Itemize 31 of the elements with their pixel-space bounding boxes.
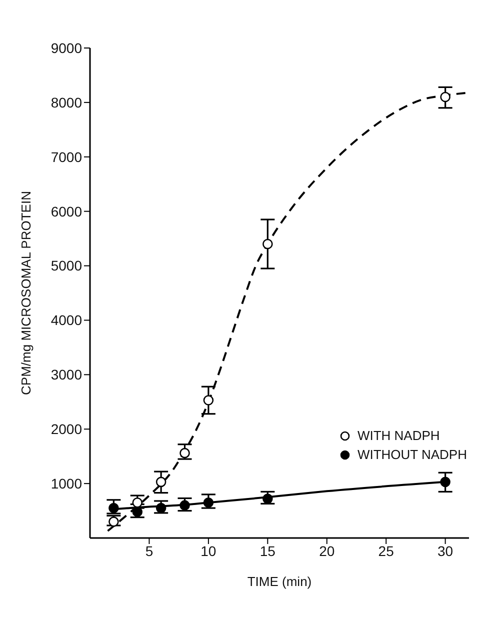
point — [108, 502, 119, 514]
point — [262, 238, 273, 250]
y-tick-label: 6000 — [50, 203, 82, 220]
y-tick-label: 7000 — [50, 148, 82, 165]
y-tick-label: 4000 — [50, 312, 82, 328]
point — [180, 448, 190, 458]
point — [132, 497, 143, 508]
legend-label: WITH NADPH — [357, 428, 440, 443]
x-tick-label: 25 — [378, 542, 394, 559]
point — [440, 92, 450, 102]
point — [156, 476, 166, 488]
point — [203, 395, 214, 406]
x-tick-label: 20 — [319, 542, 335, 559]
y-tick-label: 3000 — [50, 366, 82, 383]
y-tick-label: 5000 — [50, 258, 82, 274]
legend-label: WITHOUT NADPH — [357, 447, 467, 462]
point — [262, 494, 273, 504]
point — [156, 502, 166, 514]
x-tick-label: 5 — [145, 542, 154, 559]
x-axis-title: TIME (min) — [247, 574, 312, 589]
x-tick-label: 30 — [438, 542, 454, 559]
point — [440, 476, 450, 488]
y-axis-title: CPM/mg MICROSOMAL PROTEIN — [18, 191, 34, 395]
x-tick-label: 10 — [200, 542, 216, 559]
y-tick-label: 1000 — [50, 476, 82, 492]
point — [180, 500, 190, 510]
y-tick-label: 8000 — [50, 94, 82, 110]
point — [203, 497, 214, 508]
y-tick-label: 9000 — [50, 40, 82, 56]
x-tick-label: 15 — [260, 542, 276, 559]
y-tick-label: 2000 — [50, 421, 82, 438]
